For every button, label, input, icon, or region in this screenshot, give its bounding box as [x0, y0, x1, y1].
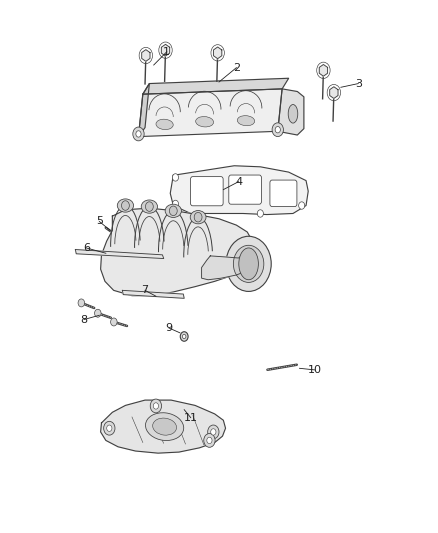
Ellipse shape [145, 413, 184, 440]
Circle shape [153, 403, 159, 409]
Circle shape [136, 131, 141, 137]
Circle shape [180, 332, 188, 341]
Circle shape [95, 309, 101, 317]
Ellipse shape [141, 200, 158, 213]
Circle shape [211, 429, 216, 435]
Circle shape [104, 421, 115, 435]
Polygon shape [138, 89, 282, 136]
Polygon shape [161, 44, 170, 56]
Polygon shape [142, 50, 150, 61]
Ellipse shape [288, 104, 298, 123]
Circle shape [170, 206, 177, 216]
Circle shape [257, 210, 263, 217]
Circle shape [226, 236, 271, 292]
Polygon shape [143, 78, 289, 94]
Ellipse shape [165, 204, 181, 217]
Circle shape [275, 126, 280, 133]
Text: 3: 3 [355, 78, 362, 88]
Polygon shape [170, 166, 308, 215]
Circle shape [183, 334, 186, 338]
Ellipse shape [239, 248, 258, 280]
Circle shape [208, 425, 219, 439]
Circle shape [150, 399, 162, 413]
Circle shape [110, 318, 117, 326]
Polygon shape [122, 290, 184, 298]
Text: 9: 9 [166, 323, 173, 333]
Ellipse shape [196, 117, 214, 127]
Polygon shape [330, 87, 338, 99]
Polygon shape [201, 251, 253, 280]
Circle shape [299, 202, 305, 209]
Circle shape [173, 174, 179, 181]
Polygon shape [75, 249, 164, 259]
Ellipse shape [153, 418, 177, 435]
Polygon shape [138, 84, 149, 136]
Ellipse shape [237, 116, 255, 126]
Circle shape [78, 299, 85, 307]
Circle shape [272, 123, 283, 136]
Polygon shape [278, 89, 304, 135]
Circle shape [173, 200, 179, 208]
FancyBboxPatch shape [229, 175, 261, 204]
Circle shape [121, 201, 129, 211]
Text: 11: 11 [184, 413, 198, 423]
Text: 4: 4 [235, 176, 242, 187]
Text: 8: 8 [81, 314, 88, 325]
Ellipse shape [117, 199, 134, 212]
Circle shape [207, 437, 212, 443]
Text: 1: 1 [163, 47, 170, 56]
Ellipse shape [156, 119, 173, 130]
Polygon shape [319, 64, 328, 76]
Text: 10: 10 [308, 365, 322, 375]
Circle shape [194, 213, 202, 222]
Polygon shape [101, 208, 253, 296]
Circle shape [145, 202, 153, 212]
Ellipse shape [190, 211, 206, 224]
Text: 7: 7 [141, 285, 148, 295]
FancyBboxPatch shape [191, 176, 223, 206]
FancyBboxPatch shape [270, 180, 297, 207]
Circle shape [233, 245, 264, 282]
Circle shape [133, 127, 144, 141]
Polygon shape [213, 47, 222, 59]
Text: 6: 6 [83, 243, 90, 253]
Text: 5: 5 [96, 216, 103, 227]
Polygon shape [101, 400, 226, 453]
Circle shape [204, 433, 215, 447]
Text: 2: 2 [233, 63, 240, 72]
Circle shape [107, 425, 112, 431]
